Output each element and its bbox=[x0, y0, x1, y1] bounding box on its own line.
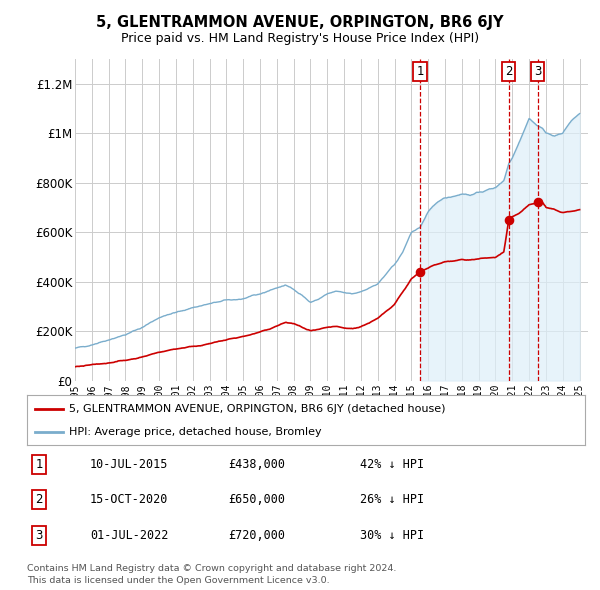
Text: 1: 1 bbox=[35, 458, 43, 471]
Text: This data is licensed under the Open Government Licence v3.0.: This data is licensed under the Open Gov… bbox=[27, 576, 329, 585]
Text: £720,000: £720,000 bbox=[228, 529, 285, 542]
Text: 2: 2 bbox=[505, 65, 512, 78]
Text: 2: 2 bbox=[35, 493, 43, 506]
Text: 3: 3 bbox=[534, 65, 541, 78]
Text: HPI: Average price, detached house, Bromley: HPI: Average price, detached house, Brom… bbox=[69, 427, 322, 437]
Text: 5, GLENTRAMMON AVENUE, ORPINGTON, BR6 6JY (detached house): 5, GLENTRAMMON AVENUE, ORPINGTON, BR6 6J… bbox=[69, 404, 445, 414]
Point bbox=[533, 198, 542, 207]
Text: 5, GLENTRAMMON AVENUE, ORPINGTON, BR6 6JY: 5, GLENTRAMMON AVENUE, ORPINGTON, BR6 6J… bbox=[96, 15, 504, 30]
Text: 3: 3 bbox=[35, 529, 43, 542]
Text: 30% ↓ HPI: 30% ↓ HPI bbox=[360, 529, 424, 542]
Text: 01-JUL-2022: 01-JUL-2022 bbox=[90, 529, 169, 542]
Text: 26% ↓ HPI: 26% ↓ HPI bbox=[360, 493, 424, 506]
Text: Price paid vs. HM Land Registry's House Price Index (HPI): Price paid vs. HM Land Registry's House … bbox=[121, 32, 479, 45]
Text: Contains HM Land Registry data © Crown copyright and database right 2024.: Contains HM Land Registry data © Crown c… bbox=[27, 565, 397, 573]
Text: £438,000: £438,000 bbox=[228, 458, 285, 471]
Text: 15-OCT-2020: 15-OCT-2020 bbox=[90, 493, 169, 506]
Text: 1: 1 bbox=[416, 65, 424, 78]
Text: £650,000: £650,000 bbox=[228, 493, 285, 506]
Text: 10-JUL-2015: 10-JUL-2015 bbox=[90, 458, 169, 471]
Text: 42% ↓ HPI: 42% ↓ HPI bbox=[360, 458, 424, 471]
Point bbox=[504, 215, 514, 224]
Point bbox=[415, 267, 425, 277]
